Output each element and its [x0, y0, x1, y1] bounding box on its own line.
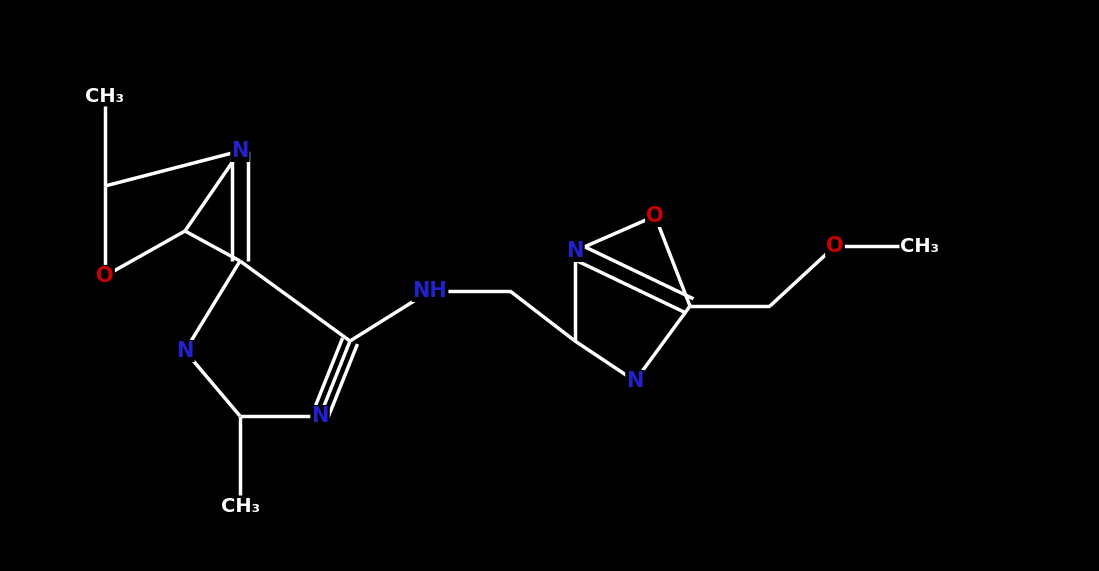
Text: N: N [626, 371, 644, 391]
Text: CH₃: CH₃ [221, 497, 259, 516]
Text: N: N [176, 341, 193, 361]
Text: NH: NH [412, 281, 447, 301]
Text: O: O [646, 206, 664, 226]
Text: N: N [311, 406, 329, 426]
Text: N: N [566, 241, 584, 261]
Text: CH₃: CH₃ [86, 86, 124, 106]
Text: O: O [826, 236, 844, 256]
Text: CH₃: CH₃ [900, 236, 940, 255]
Text: N: N [231, 141, 248, 161]
Text: O: O [97, 266, 114, 286]
